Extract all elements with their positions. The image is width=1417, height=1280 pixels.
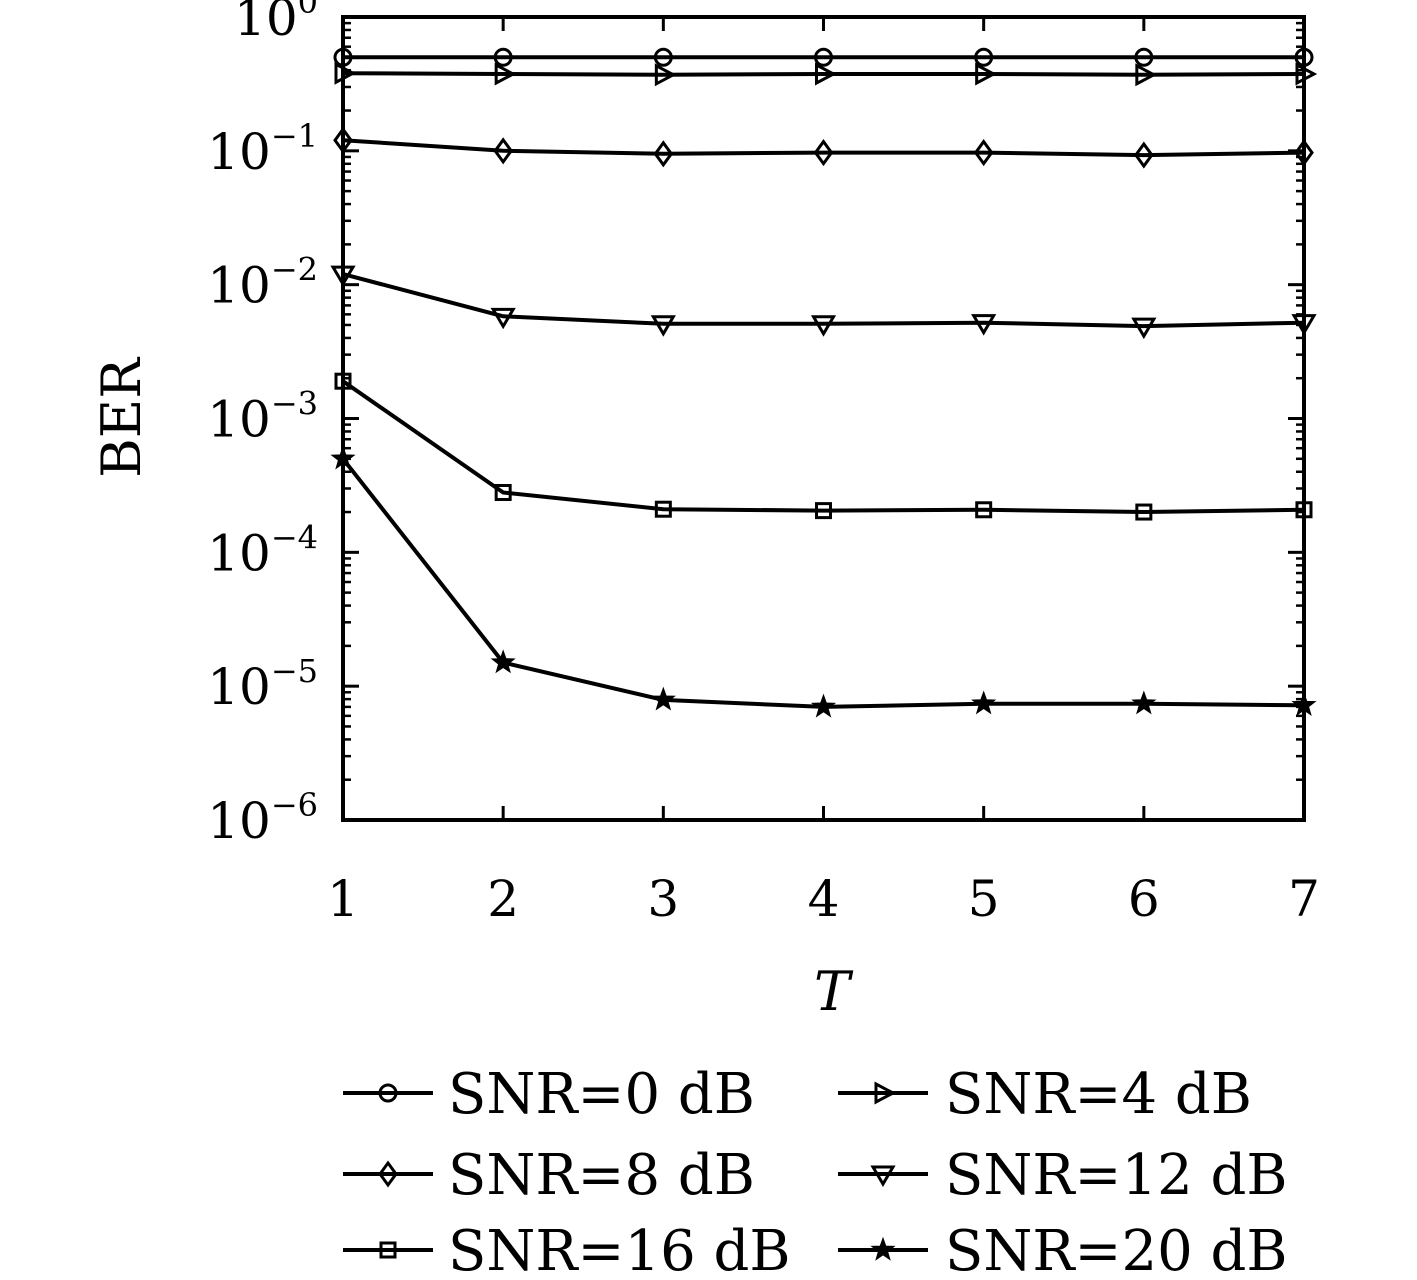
series-line-4 — [341, 379, 1305, 514]
x-tick-label: 1 — [327, 870, 359, 928]
legend-item-1: SNR=4 dB — [838, 1062, 1252, 1127]
y-tick-exponent: −1 — [271, 117, 318, 155]
series-3 — [330, 265, 1317, 340]
y-axis-title: BER — [90, 357, 153, 478]
data-point-1-2 — [654, 63, 677, 87]
data-point-4-3 — [815, 502, 832, 520]
y-tick-exponent: −2 — [271, 251, 318, 289]
y-tick-base: 10 — [234, 0, 298, 47]
data-point-1-4 — [975, 62, 997, 86]
series-5 — [330, 445, 1317, 718]
legend-label: SNR=12 dB — [945, 1143, 1288, 1208]
data-point-2-2 — [653, 140, 674, 168]
data-point-2-3 — [813, 139, 834, 167]
y-tick-base: 10 — [207, 257, 271, 315]
y-tick-exponent: 0 — [298, 0, 318, 21]
legend-item-3: SNR=12 dB — [838, 1143, 1288, 1208]
y-tick-exponent: −4 — [271, 518, 318, 556]
data-point-3-2 — [650, 315, 676, 337]
legend-marker — [870, 1165, 896, 1187]
y-tick-exponent: −3 — [271, 385, 318, 423]
y-tick-base: 10 — [207, 391, 271, 449]
data-point-5-1 — [490, 649, 516, 674]
data-point-5-2 — [650, 686, 676, 711]
legend-label: SNR=20 dB — [945, 1219, 1288, 1280]
data-point-0-2 — [653, 47, 673, 67]
legend-marker — [379, 1241, 397, 1259]
data-point-5-5 — [1131, 690, 1157, 715]
legend-label: SNR=8 dB — [448, 1143, 755, 1208]
x-tick-labels-group: 1 2 3 4 5 6 7 — [327, 870, 1320, 928]
x-tick-label: 2 — [487, 870, 519, 928]
series-line-3 — [342, 272, 1305, 329]
y-tick-label: 10−1 — [207, 117, 318, 181]
axis-ticks-group — [341, 15, 1306, 822]
series-line-5 — [341, 457, 1305, 709]
data-point-5-3 — [810, 693, 837, 718]
y-tick-label: 10−2 — [207, 251, 318, 315]
y-tick-label: 10−3 — [207, 385, 318, 449]
data-point-1-1 — [494, 62, 517, 86]
y-tick-label: 10−5 — [207, 652, 318, 716]
x-tick-label: 5 — [968, 870, 1000, 928]
data-point-3-5 — [1131, 317, 1157, 340]
legend-item-4: SNR=16 dB — [343, 1219, 791, 1280]
legend-label: SNR=16 dB — [448, 1219, 791, 1280]
series-0 — [333, 47, 1314, 67]
data-point-2-1 — [493, 137, 514, 165]
y-tick-label: 10−4 — [207, 518, 318, 582]
data-point-1-5 — [1135, 63, 1158, 87]
data-point-0-4 — [974, 47, 994, 67]
data-point-3-1 — [490, 307, 516, 330]
legend-item-0: SNR=0 dB — [343, 1062, 755, 1127]
series-line-1 — [342, 71, 1305, 77]
x-tick-label: 3 — [647, 870, 679, 928]
data-point-4-1 — [494, 483, 512, 501]
data-point-3-4 — [971, 314, 997, 336]
y-tick-base: 10 — [207, 792, 271, 850]
legend-marker — [870, 1236, 896, 1261]
legend-item-2: SNR=8 dB — [343, 1143, 755, 1208]
data-point-3-3 — [810, 315, 837, 337]
legend-item-5: SNR=20 dB — [838, 1219, 1288, 1280]
y-tick-base: 10 — [207, 123, 271, 181]
data-point-0-5 — [1134, 47, 1154, 67]
series-1 — [334, 61, 1318, 87]
y-tick-label: 10−6 — [207, 786, 318, 850]
legend-label: SNR=0 dB — [448, 1062, 755, 1127]
data-point-5-4 — [971, 690, 997, 715]
x-tick-label: 6 — [1128, 870, 1160, 928]
data-point-4-2 — [654, 500, 672, 518]
x-axis-title: T — [814, 960, 854, 1023]
series-2 — [333, 126, 1314, 169]
data-point-0-3 — [814, 47, 833, 67]
y-tick-exponent: −6 — [271, 786, 318, 824]
legend-marker — [378, 1083, 398, 1103]
series-4 — [334, 372, 1313, 521]
x-tick-label: 4 — [808, 870, 840, 928]
y-tick-label: 100 — [234, 0, 318, 47]
legend: SNR=0 dB SNR=4 dB SNR=8 dB SNR=12 dB SNR=16 … — [343, 1062, 1288, 1280]
plot-series-group — [330, 47, 1318, 718]
y-tick-base: 10 — [207, 524, 271, 582]
legend-marker — [378, 1160, 398, 1188]
legend-marker — [874, 1081, 897, 1105]
data-point-2-5 — [1133, 141, 1154, 169]
series-line-2 — [342, 138, 1305, 158]
data-point-2-4 — [973, 139, 994, 167]
legend-label: SNR=4 dB — [945, 1062, 1252, 1127]
data-point-4-5 — [1135, 503, 1153, 521]
y-tick-base: 10 — [207, 658, 271, 716]
data-point-4-4 — [975, 501, 993, 519]
data-point-1-3 — [815, 62, 837, 86]
y-tick-exponent: −5 — [271, 652, 318, 690]
data-point-0-1 — [493, 47, 513, 67]
x-tick-label: 7 — [1288, 870, 1320, 928]
